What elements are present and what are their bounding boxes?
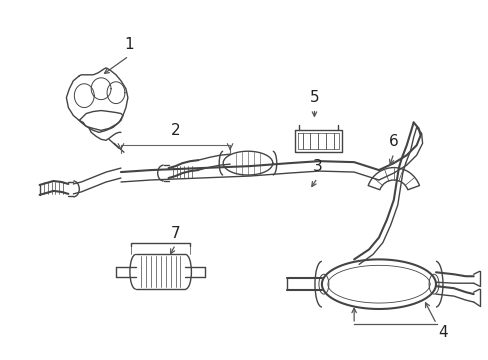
Text: 3: 3 [312,159,322,174]
Text: 2: 2 [170,123,180,138]
Text: 1: 1 [124,37,133,52]
Text: 4: 4 [438,325,447,340]
Text: 5: 5 [309,90,319,105]
Text: 6: 6 [388,134,398,149]
Text: 7: 7 [170,225,180,240]
